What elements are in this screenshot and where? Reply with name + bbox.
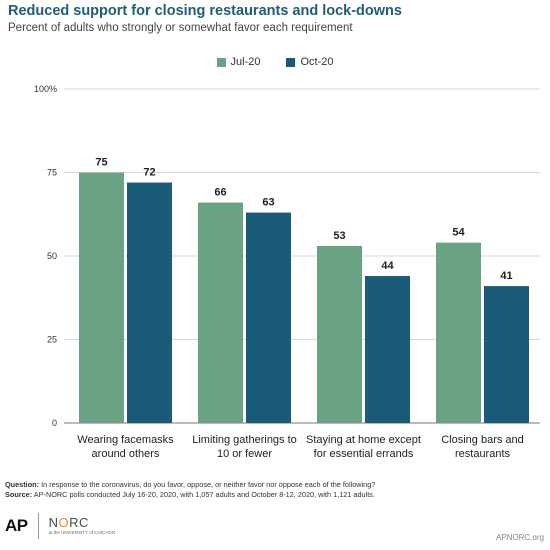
legend-label-jul: Jul-20	[230, 56, 261, 68]
x-category-label-line: Limiting gatherings to	[192, 434, 297, 446]
footer-notes: Question: In response to the coronavirus…	[5, 480, 545, 500]
bar-value-label: 44	[381, 260, 394, 272]
bar-jul	[79, 172, 124, 423]
chart-subtitle: Percent of adults who strongly or somewh…	[8, 22, 353, 34]
logo-divider	[37, 513, 39, 539]
bar-oct	[365, 276, 410, 423]
norc-n: N	[48, 515, 59, 531]
x-category-label: Staying at home except for essential erra…	[306, 434, 421, 460]
x-category-label-line: Wearing facemasks	[77, 434, 174, 446]
x-category-label: Wearing facemasks around others	[77, 434, 174, 460]
legend-item-oct: Oct-20	[286, 56, 333, 68]
source-text: AP-NORC polls conducted July 16-20, 2020…	[32, 490, 375, 499]
bar-chart: 0 25 50 75 100% 75 72 Wearing facemasks around o…	[34, 84, 540, 460]
question-note: Question: In response to the coronavirus…	[5, 480, 545, 490]
source-label: Source:	[5, 490, 33, 499]
legend-swatch-jul	[216, 57, 226, 67]
x-category-label: Closing bars and restaurants	[441, 434, 524, 460]
legend-label-oct: Oct-20	[300, 56, 334, 68]
question-text: In response to the coronavirus, do you f…	[39, 480, 376, 489]
norc-logo: NORC at the UNIVERSITY of CHICAGO	[49, 516, 116, 536]
bar-jul	[317, 245, 362, 423]
bar-jul	[436, 242, 481, 423]
bar-value-label: 75	[95, 157, 107, 169]
x-category-label-line: around others	[92, 448, 160, 460]
y-tick-label: 50	[47, 251, 57, 261]
x-category-label-line: for essential errands	[314, 448, 414, 460]
norc-rc: RC	[69, 515, 89, 531]
bar-value-label: 66	[214, 187, 226, 199]
chart-title: Reduced support for closing restaurants …	[8, 3, 402, 19]
x-category-label-line: Staying at home except	[306, 434, 421, 446]
bar-value-label: 41	[500, 270, 512, 282]
bar-value-label: 72	[143, 167, 155, 179]
x-category-label-line: 10 or fewer	[217, 448, 272, 460]
y-tick-label: 25	[47, 335, 57, 345]
bar-oct	[127, 182, 172, 423]
bar-value-label: 53	[333, 230, 345, 242]
y-tick-label: 100%	[34, 84, 57, 94]
logos: AP NORC at the UNIVERSITY of CHICAGO	[5, 513, 115, 539]
bar-oct	[484, 286, 529, 423]
y-tick-label: 75	[47, 168, 57, 178]
x-category-label-line: Closing bars and	[441, 434, 524, 446]
y-tick-label: 0	[52, 418, 57, 428]
bar-value-label: 63	[262, 197, 274, 209]
bar-jul	[198, 202, 243, 423]
site-link[interactable]: APNORC.org	[495, 533, 544, 542]
norc-wordmark: NORC	[49, 516, 116, 529]
question-label: Question:	[5, 480, 40, 489]
norc-subtitle: at the UNIVERSITY of CHICAGO	[48, 530, 116, 536]
legend-item-jul: Jul-20	[216, 56, 261, 68]
bar-oct	[246, 212, 291, 423]
x-category-label: Limiting gatherings to 10 or fewer	[192, 434, 297, 460]
norc-o: O	[58, 515, 70, 531]
bar-value-label: 54	[452, 227, 465, 239]
x-category-label-line: restaurants	[455, 448, 511, 460]
ap-logo: AP	[5, 516, 28, 535]
source-note: Source: AP-NORC polls conducted July 16-…	[5, 490, 545, 500]
legend: Jul-20 Oct-20	[0, 56, 550, 68]
legend-swatch-oct	[286, 57, 296, 67]
